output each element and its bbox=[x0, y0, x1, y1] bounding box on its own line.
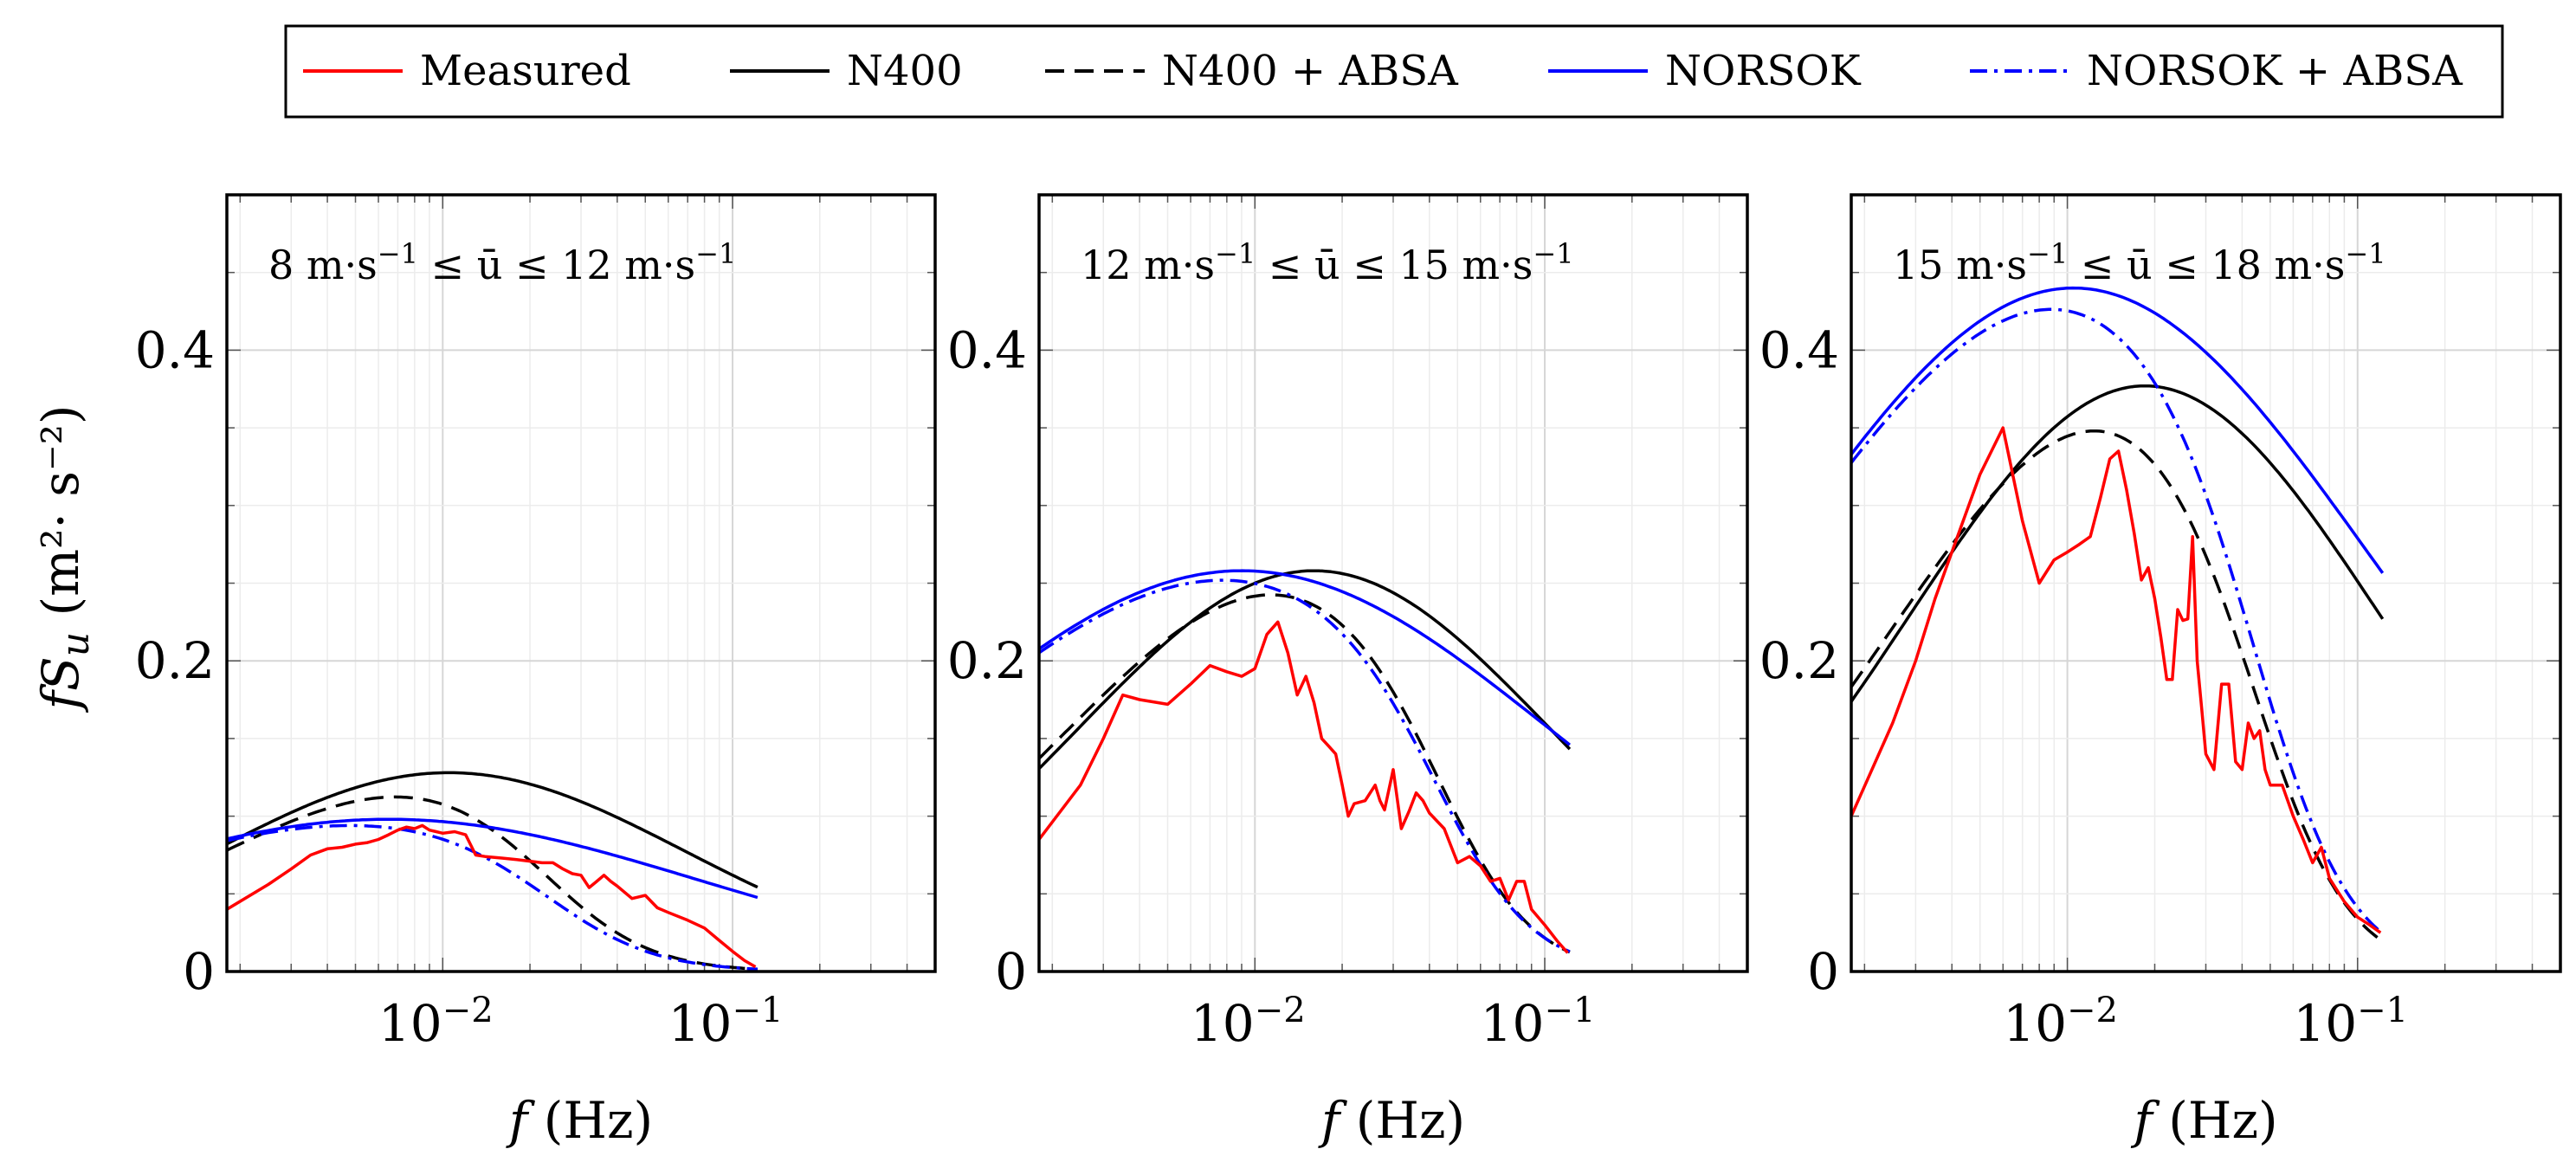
panel-1-frame bbox=[1037, 193, 1749, 973]
x-axis-title: f (Hz) bbox=[506, 1091, 653, 1150]
panel-0-grid bbox=[227, 194, 936, 972]
series-norsok bbox=[1039, 569, 1571, 746]
legend: Measured N400 N400 + ABSA NORSOK NORSOK + AB… bbox=[284, 24, 2504, 119]
series-norsok-absa bbox=[1039, 578, 1571, 953]
series-measured bbox=[1851, 426, 2382, 934]
y-tick-label: 0 bbox=[995, 942, 1027, 1001]
panel-0-frame bbox=[225, 193, 937, 973]
y-tick-label: 0.2 bbox=[135, 631, 215, 690]
y-tick-label: 0.2 bbox=[947, 631, 1027, 690]
series-norsok bbox=[227, 817, 759, 900]
series-norsok-absa bbox=[227, 823, 759, 972]
x-tick-label: 10−1 bbox=[668, 991, 784, 1053]
series-norsok-absa bbox=[1851, 307, 2384, 935]
x-axis-title: f (Hz) bbox=[2130, 1091, 2277, 1150]
y-tick-label: 0 bbox=[1807, 942, 1839, 1001]
x-axis-title: f (Hz) bbox=[1318, 1091, 1465, 1150]
panel-2-frame bbox=[1850, 193, 2562, 973]
panel-2: 0 0.2 0.4 10−2 10−1 f (Hz) 15 m·s−1 ≤ ū ≤ 18 m… bbox=[1759, 193, 2562, 1150]
panel-2-grid bbox=[1851, 194, 2561, 972]
series-n400 bbox=[1039, 569, 1572, 770]
legend-label-3: NORSOK bbox=[1665, 47, 1862, 95]
y-axis-title: fSu (m²· s⁻²) bbox=[31, 405, 98, 713]
legend-box bbox=[284, 24, 2504, 119]
y-tick-label: 0.4 bbox=[947, 320, 1027, 379]
panel-annotation: 8 m·s−1 ≤ ū ≤ 12 m·s−1 bbox=[268, 237, 736, 288]
legend-label-2: N400 + ABSA bbox=[1162, 47, 1459, 95]
y-tick-label: 0.4 bbox=[135, 320, 215, 379]
x-tick-label: 10−2 bbox=[2003, 991, 2118, 1053]
panel-1-series bbox=[1039, 569, 1572, 954]
plots: 0 0.2 0.4 10−2 10−1 f (Hz) 8 m·s−1 ≤ ū ≤ 12 m·… bbox=[31, 193, 2562, 1150]
panel-2-series bbox=[1851, 286, 2385, 943]
panel-1-grid bbox=[1039, 194, 1748, 972]
legend-label-0: Measured bbox=[420, 47, 631, 95]
series-n400-absa bbox=[1039, 593, 1571, 954]
legend-label-4: NORSOK + ABSA bbox=[2087, 47, 2463, 95]
panel-0: 0 0.2 0.4 10−2 10−1 f (Hz) 8 m·s−1 ≤ ū ≤ 12 m·… bbox=[31, 193, 937, 1150]
panel-1: 0 0.2 0.4 10−2 10−1 f (Hz) 12 m·s−1 ≤ ū ≤ 15 m… bbox=[947, 193, 1749, 1150]
series-n400-absa bbox=[1851, 429, 2384, 943]
series-n400 bbox=[227, 771, 759, 889]
x-tick-label: 10−2 bbox=[1191, 991, 1306, 1053]
panel-0-series bbox=[227, 771, 759, 972]
y-tick-label: 0.2 bbox=[1759, 631, 1839, 690]
panel-annotation: 12 m·s−1 ≤ ū ≤ 15 m·s−1 bbox=[1081, 237, 1574, 288]
x-tick-label: 10−1 bbox=[1481, 991, 1596, 1053]
y-tick-label: 0.4 bbox=[1759, 320, 1839, 379]
x-tick-label: 10−2 bbox=[378, 991, 494, 1053]
x-tick-label: 10−1 bbox=[2293, 991, 2408, 1053]
series-n400 bbox=[1851, 384, 2385, 703]
series-measured bbox=[1039, 620, 1569, 954]
panel-annotation: 15 m·s−1 ≤ ū ≤ 18 m·s−1 bbox=[1893, 237, 2386, 288]
y-tick-label: 0 bbox=[183, 942, 215, 1001]
series-n400-absa bbox=[227, 795, 758, 971]
series-measured bbox=[227, 823, 757, 969]
series-norsok bbox=[1851, 286, 2385, 574]
legend-label-1: N400 bbox=[847, 47, 963, 95]
